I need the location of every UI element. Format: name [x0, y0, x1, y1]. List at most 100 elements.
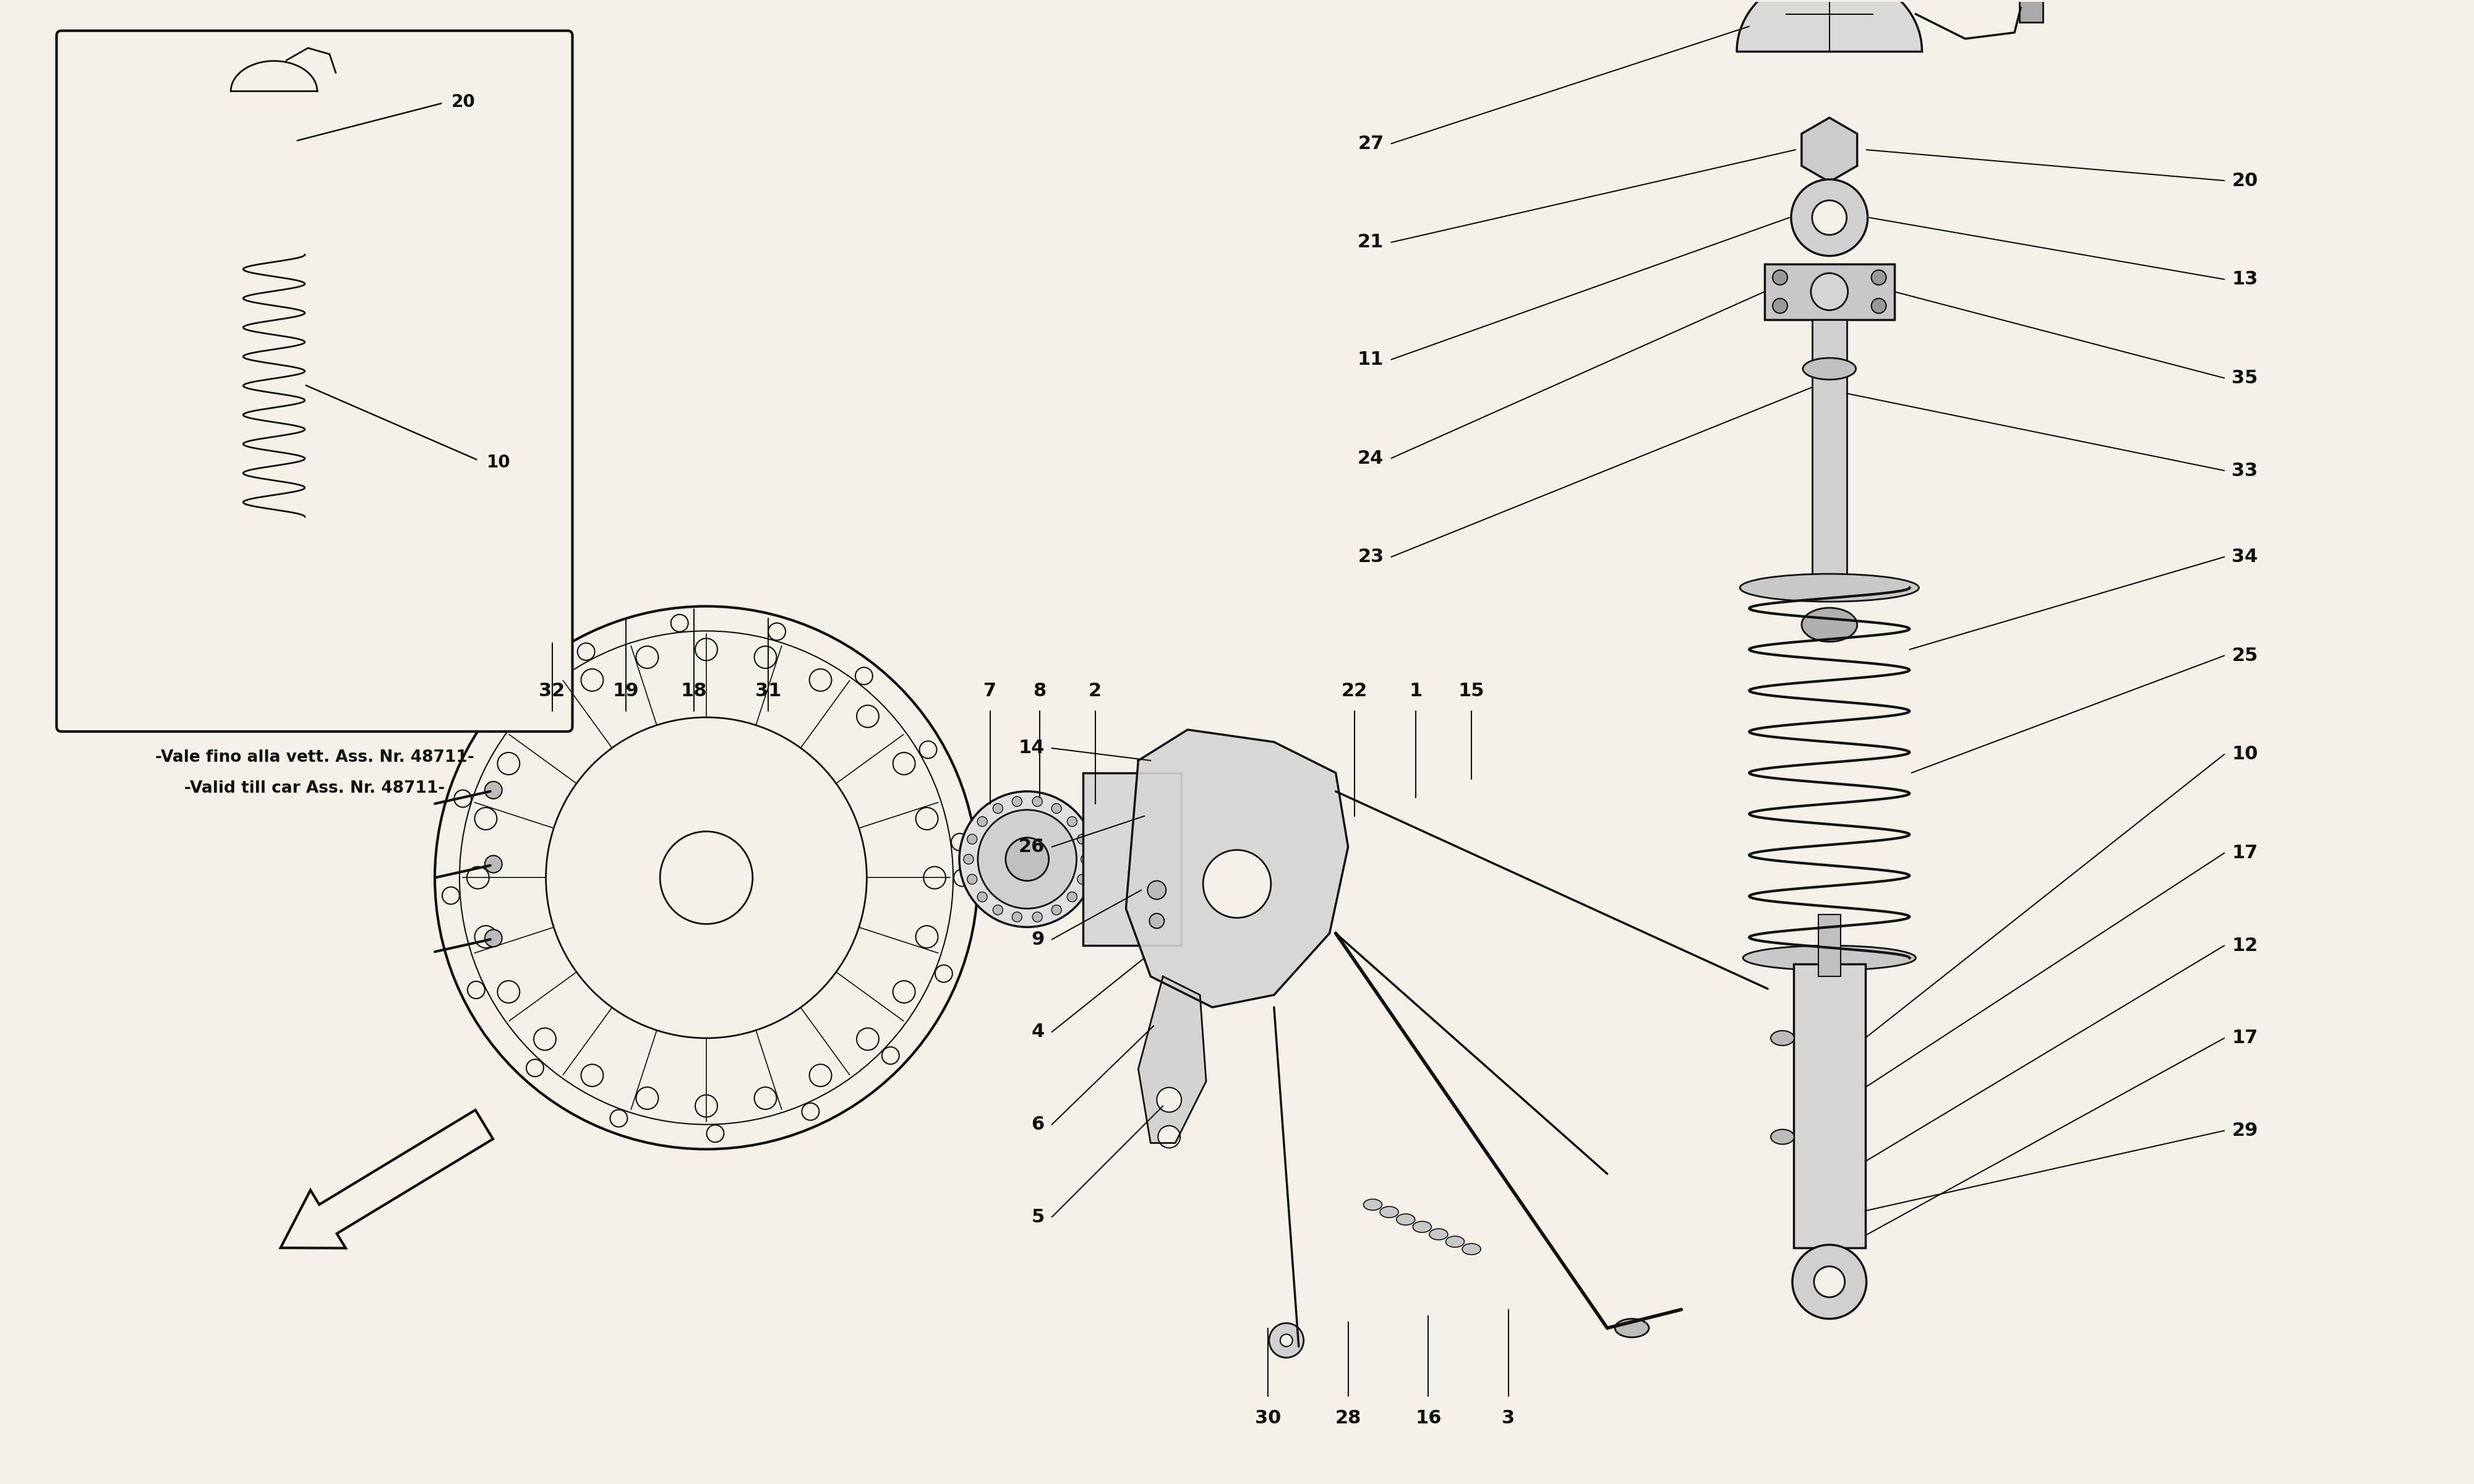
Circle shape	[1269, 1324, 1304, 1358]
Circle shape	[1811, 200, 1846, 234]
Circle shape	[952, 834, 967, 850]
Text: 31: 31	[755, 683, 782, 700]
Ellipse shape	[1445, 1236, 1465, 1247]
Text: 11: 11	[1358, 350, 1383, 368]
Circle shape	[755, 646, 777, 668]
Circle shape	[455, 789, 473, 807]
Ellipse shape	[1413, 1221, 1432, 1232]
Bar	[2019, 0, 2044, 22]
Circle shape	[1158, 1126, 1180, 1149]
Ellipse shape	[260, 654, 287, 672]
Circle shape	[915, 807, 938, 830]
Circle shape	[581, 669, 604, 692]
Text: 9: 9	[1032, 930, 1044, 948]
Ellipse shape	[1395, 1214, 1415, 1224]
FancyBboxPatch shape	[57, 31, 571, 732]
Circle shape	[265, 171, 285, 190]
Ellipse shape	[1739, 574, 1920, 601]
Circle shape	[1158, 1088, 1183, 1112]
Text: 34: 34	[2232, 548, 2259, 565]
Ellipse shape	[1363, 1199, 1383, 1211]
Circle shape	[992, 905, 1002, 916]
Circle shape	[1066, 892, 1076, 902]
Text: 5: 5	[1032, 1208, 1044, 1226]
Circle shape	[977, 892, 987, 902]
Circle shape	[1813, 1266, 1846, 1297]
Circle shape	[485, 855, 502, 873]
Circle shape	[708, 1125, 725, 1143]
Text: 24: 24	[1358, 450, 1383, 467]
Circle shape	[955, 870, 970, 886]
Text: 15: 15	[1457, 683, 1484, 700]
Circle shape	[915, 926, 938, 948]
Polygon shape	[1138, 976, 1207, 1143]
Text: 26: 26	[1019, 838, 1044, 856]
Text: 10: 10	[2232, 745, 2259, 763]
Circle shape	[1012, 797, 1022, 806]
Circle shape	[1150, 914, 1165, 929]
Text: 22: 22	[1341, 683, 1368, 700]
Circle shape	[967, 874, 977, 884]
Ellipse shape	[1771, 1031, 1794, 1046]
Circle shape	[893, 752, 915, 775]
Circle shape	[695, 638, 717, 660]
Circle shape	[1870, 270, 1885, 285]
Circle shape	[475, 807, 497, 830]
Ellipse shape	[1744, 945, 1915, 971]
Circle shape	[1791, 180, 1868, 255]
Circle shape	[443, 887, 460, 904]
Text: 27: 27	[1358, 135, 1383, 153]
Circle shape	[1032, 913, 1042, 922]
Circle shape	[967, 834, 977, 844]
Text: 1: 1	[1410, 683, 1423, 700]
Bar	[334, 65, 349, 79]
Circle shape	[468, 867, 490, 889]
Circle shape	[856, 668, 873, 684]
Text: 29: 29	[2232, 1122, 2259, 1140]
Bar	[1084, 773, 1183, 945]
Bar	[238, 214, 312, 248]
Circle shape	[755, 1088, 777, 1110]
Circle shape	[1051, 905, 1061, 916]
Ellipse shape	[1462, 1244, 1482, 1254]
Circle shape	[1771, 270, 1786, 285]
Circle shape	[920, 741, 938, 758]
Text: 17: 17	[2232, 844, 2259, 862]
Text: 23: 23	[1358, 548, 1383, 565]
Text: 4: 4	[1032, 1022, 1044, 1040]
Text: 28: 28	[1336, 1410, 1361, 1428]
Text: 35: 35	[2232, 370, 2259, 387]
Text: 6: 6	[1032, 1116, 1044, 1134]
Circle shape	[1066, 816, 1076, 827]
Bar	[1764, 264, 1895, 319]
Circle shape	[502, 705, 520, 721]
Circle shape	[670, 614, 688, 632]
Bar	[255, 519, 292, 647]
Ellipse shape	[1616, 1319, 1648, 1337]
Circle shape	[1148, 881, 1165, 899]
Circle shape	[534, 705, 557, 727]
Circle shape	[1279, 1334, 1291, 1346]
Bar	[1811, 319, 1846, 588]
Circle shape	[1202, 850, 1272, 917]
Circle shape	[485, 782, 502, 798]
Polygon shape	[1126, 730, 1348, 1008]
Circle shape	[497, 752, 520, 775]
Circle shape	[977, 810, 1076, 908]
FancyArrow shape	[280, 1110, 492, 1248]
Circle shape	[497, 981, 520, 1003]
Text: 18: 18	[680, 683, 708, 700]
Text: 20: 20	[2232, 172, 2259, 190]
Circle shape	[527, 1060, 544, 1076]
Circle shape	[1081, 855, 1091, 864]
Circle shape	[468, 981, 485, 999]
Circle shape	[1004, 837, 1049, 881]
Text: 16: 16	[1415, 1410, 1442, 1428]
Circle shape	[1032, 797, 1042, 806]
Circle shape	[893, 981, 915, 1003]
Circle shape	[695, 1095, 717, 1117]
Text: 8: 8	[1034, 683, 1047, 700]
Text: -Vale fino alla vett. Ass. Nr. 48711-: -Vale fino alla vett. Ass. Nr. 48711-	[156, 749, 475, 766]
Circle shape	[960, 791, 1096, 927]
Circle shape	[856, 1028, 878, 1051]
